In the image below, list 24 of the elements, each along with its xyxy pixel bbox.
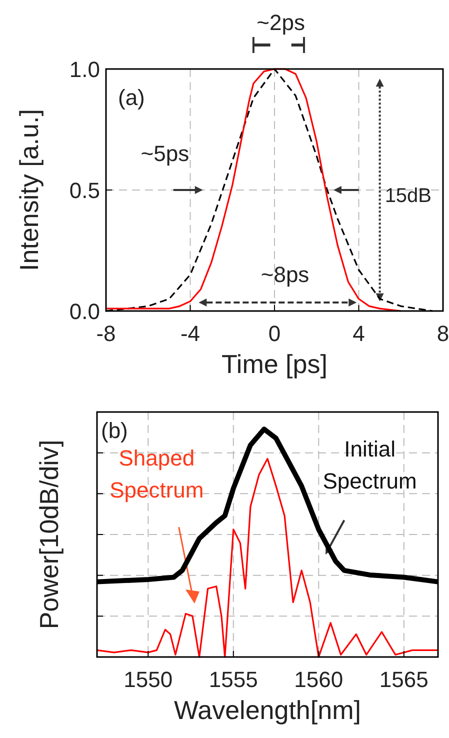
x-tick-label: 1565 [379,667,428,692]
x-tick-label: -8 [96,321,116,346]
y-tick-label: 1.0 [69,57,100,82]
x-tick-label: 1555 [208,667,258,692]
text: ~2ps [256,10,305,35]
x-tick-label: 1550 [124,667,173,692]
x-tick-label: 4 [352,321,365,346]
x-axis-title: Time [ps] [222,349,328,379]
y-tick-label: 0.5 [69,178,100,203]
annotation: ~5ps [140,140,190,166]
annotation: (b) [101,418,128,443]
y-axis-title: Power[10dB/div] [34,440,64,630]
annotation: (a) [118,85,145,110]
x-tick-label: 1560 [294,667,344,692]
x-axis-title: Wavelength[nm] [174,695,361,725]
x-tick-label: -4 [180,321,200,346]
x-tick-label: 8 [436,321,449,346]
y-tick-label: 0.0 [69,299,100,324]
annotation: Shaped Spectrum [110,446,204,503]
x-tick-label: 0 [268,321,281,346]
annotation: Initial Spectrum [322,436,417,494]
annotation: ~8ps [260,262,310,287]
y-axis-title: Intensity [a.u.] [14,109,44,271]
annotation: 15dB [384,185,432,208]
